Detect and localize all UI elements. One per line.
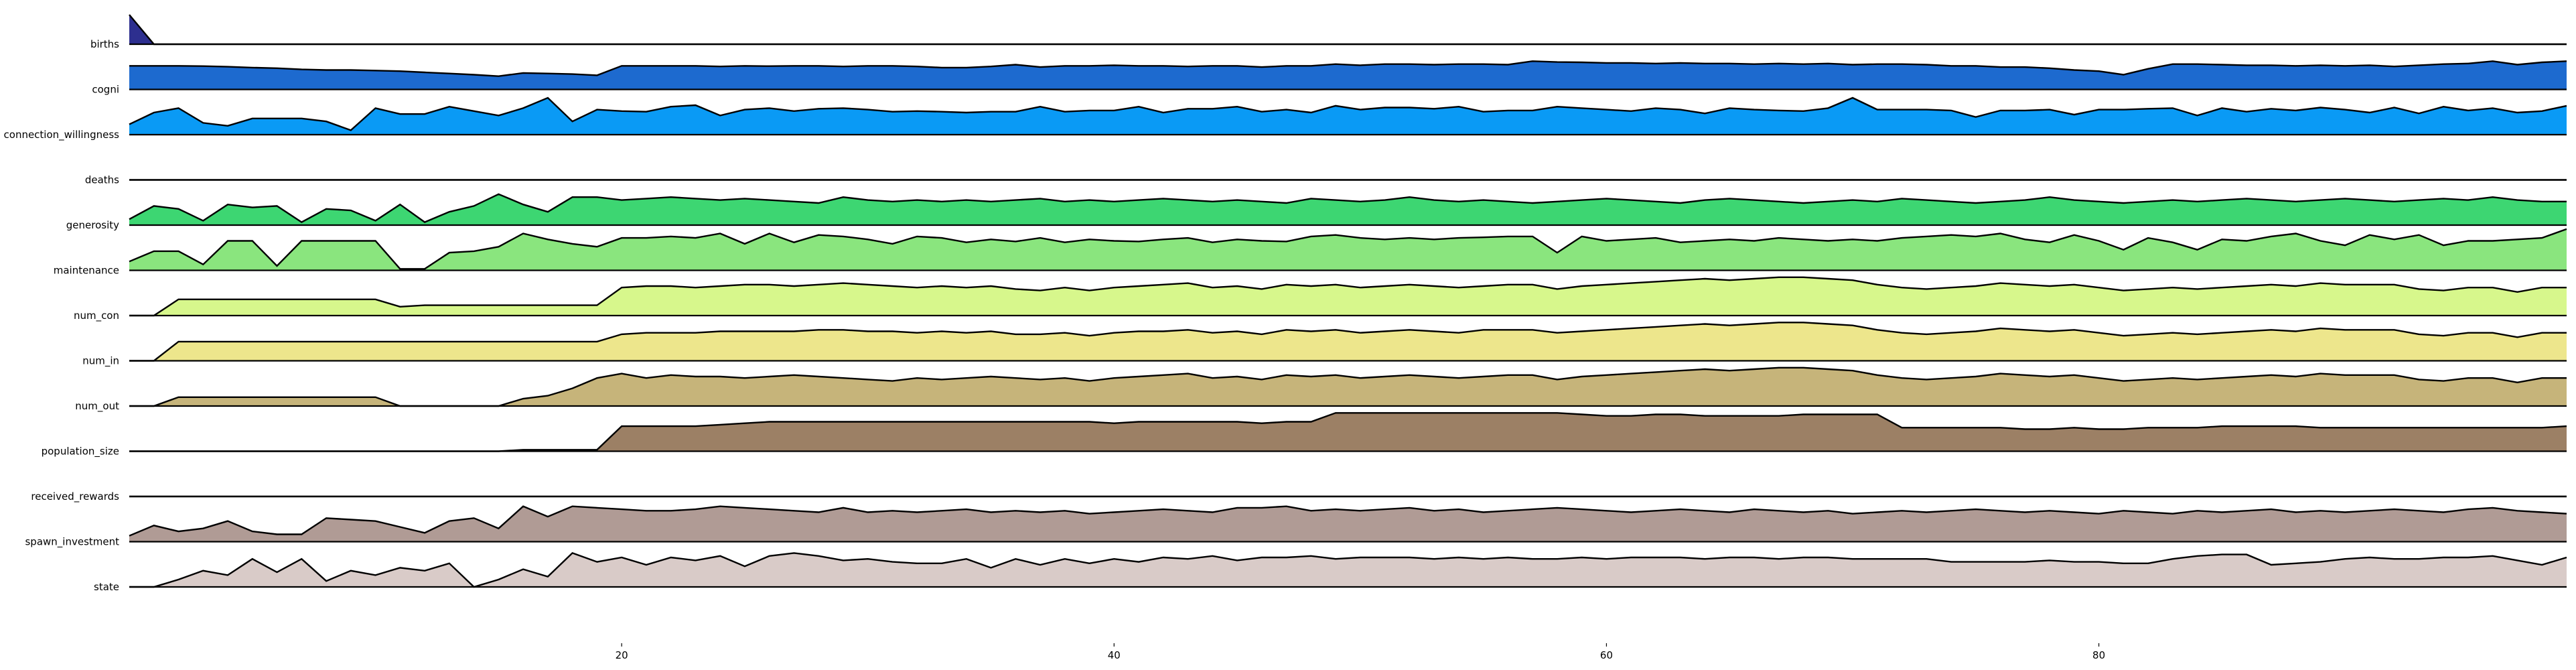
row-label-num-con: num_con [74, 310, 119, 322]
row-label-maintenance: maintenance [54, 265, 119, 277]
series-line-births [129, 14, 2567, 46]
ridge-row-state: state [94, 552, 2567, 593]
series-area-generosity [129, 194, 2567, 225]
ridge-row-population-size: population_size [42, 412, 2567, 458]
row-label-generosity: generosity [66, 219, 119, 231]
series-area-births [129, 15, 2567, 44]
ridge-row-connection-willingness: connection_willingness [4, 96, 2567, 141]
row-label-population-size: population_size [42, 446, 119, 458]
ridge-row-cogni: cogni [92, 60, 2567, 96]
x-axis: 20 40 60 80 [616, 643, 2105, 661]
series-line-maintenance [129, 228, 2567, 270]
ridge-row-num-con: num_con [74, 276, 2567, 322]
row-label-deaths: deaths [85, 174, 119, 186]
ridge-row-births: births [90, 14, 2567, 50]
series-line-num-out [129, 366, 2567, 407]
series-area-spawn-investment [129, 506, 2567, 542]
ridge-row-generosity: generosity [66, 193, 2567, 231]
row-label-state: state [94, 581, 119, 593]
series-area-cogni [129, 61, 2567, 90]
series-area-num-out [129, 367, 2567, 406]
series-area-population-size [129, 413, 2567, 452]
row-label-num-out: num_out [75, 400, 119, 413]
x-tick-label: 20 [616, 649, 628, 661]
series-area-maintenance [129, 228, 2567, 271]
series-line-num-con [129, 276, 2567, 317]
x-tick-label: 60 [1600, 649, 1613, 661]
series-line-population-size [129, 412, 2567, 452]
series-area-connection-willingness [129, 98, 2567, 135]
ridge-row-deaths: deaths [85, 174, 2567, 186]
ridge-row-received-rewards: received_rewards [31, 490, 2567, 503]
x-tick-label: 40 [1108, 649, 1121, 661]
ridge-row-num-in: num_in [82, 322, 2567, 368]
series-area-state [129, 553, 2567, 587]
x-tick-label: 80 [2092, 649, 2105, 661]
ridge-row-spawn-investment: spawn_investment [25, 505, 2567, 549]
series-line-state [129, 552, 2567, 588]
row-label-spawn-investment: spawn_investment [25, 536, 119, 549]
row-label-received-rewards: received_rewards [31, 490, 119, 503]
ridge-row-maintenance: maintenance [54, 228, 2567, 277]
row-label-cogni: cogni [92, 84, 119, 96]
ridge-row-num-out: num_out [75, 366, 2567, 413]
series-line-cogni [129, 60, 2567, 77]
row-label-num-in: num_in [82, 355, 119, 368]
row-label-births: births [90, 38, 119, 50]
series-line-spawn-investment [129, 505, 2567, 537]
series-line-generosity [129, 193, 2567, 223]
series-line-num-in [129, 322, 2567, 362]
series-area-num-con [129, 277, 2567, 316]
row-label-connection-willingness: connection_willingness [4, 129, 120, 141]
series-line-connection-willingness [129, 96, 2567, 131]
